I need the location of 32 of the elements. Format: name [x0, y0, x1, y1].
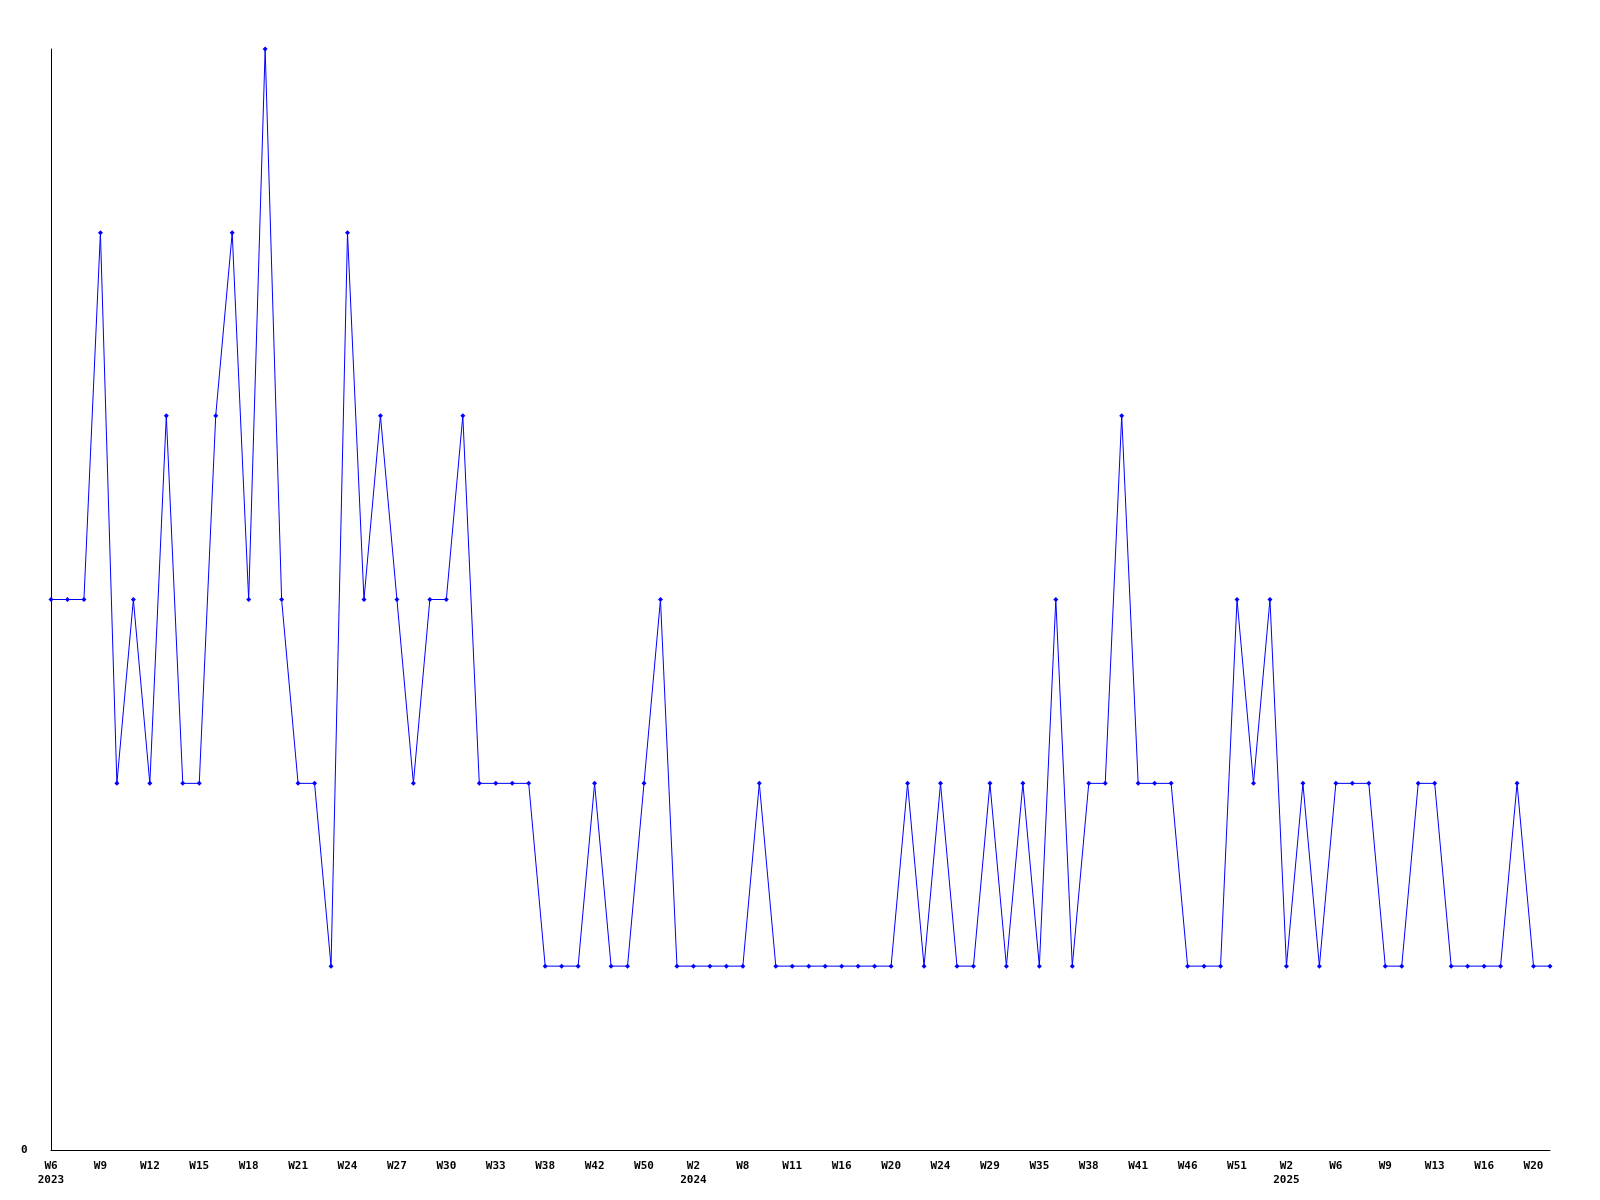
x-tick-label: W15 — [189, 1158, 210, 1172]
x-tick-label: W51 — [1227, 1158, 1248, 1172]
x-tick-label: W9 — [93, 1158, 108, 1172]
x-tick-label: W35 — [1029, 1158, 1050, 1172]
x-tick-label: W16 — [1474, 1158, 1495, 1172]
x-tick-label: W38 — [535, 1158, 556, 1172]
x-tick-label: W2 2024 — [680, 1158, 708, 1186]
x-tick-label: W41 — [1128, 1158, 1149, 1172]
x-tick-label: W12 — [139, 1158, 160, 1172]
x-tick-label: W24 — [930, 1158, 951, 1172]
x-tick-label: W6 — [1329, 1158, 1343, 1172]
x-tick-label: W33 — [485, 1158, 506, 1172]
x-tick-label: W24 — [337, 1158, 358, 1172]
x-tick-label: W50 — [634, 1158, 654, 1172]
x-tick-label: W42 — [584, 1158, 605, 1172]
x-tick-label: W13 — [1424, 1158, 1445, 1172]
text: 0 — [21, 1143, 28, 1156]
x-tick-label: W2 2025 — [1273, 1158, 1300, 1186]
x-tick-label: W29 — [980, 1158, 1000, 1172]
x-tick-label: W38 — [1078, 1158, 1099, 1172]
x-tick-label: W11 — [782, 1158, 803, 1172]
x-tick-label: W20 — [881, 1158, 902, 1172]
x-tick-label: W46 — [1177, 1158, 1198, 1172]
x-tick-label: W27 — [386, 1158, 407, 1172]
x-tick-label: W18 — [238, 1158, 259, 1172]
x-tick-label: W8 — [736, 1158, 750, 1172]
x-tick-label: W9 — [1378, 1158, 1392, 1172]
x-tick-label: W6 2023 — [37, 1158, 65, 1186]
x-tick-label: W16 — [831, 1158, 852, 1172]
x-tick-label: W21 — [288, 1158, 309, 1172]
x-tick-label: W20 — [1523, 1158, 1544, 1172]
x-tick-label: W30 — [436, 1158, 457, 1172]
